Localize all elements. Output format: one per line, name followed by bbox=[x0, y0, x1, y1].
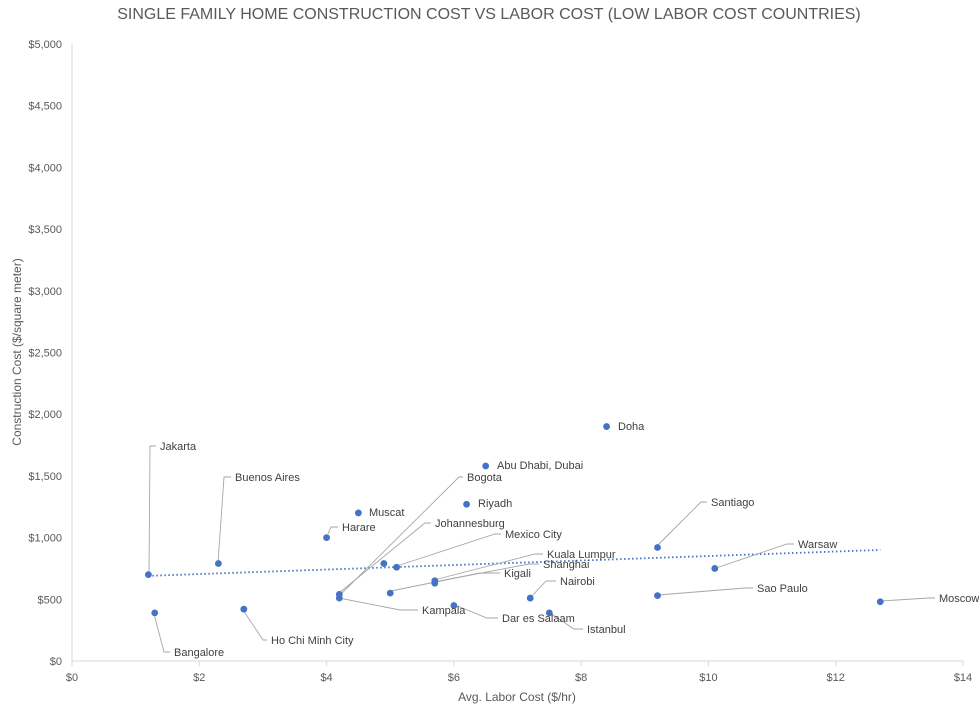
data-label: Riyadh bbox=[478, 498, 512, 510]
y-tick-label: $3,500 bbox=[28, 224, 62, 236]
y-tick-label: $4,000 bbox=[28, 162, 62, 174]
data-point bbox=[463, 500, 470, 508]
data-label: Bangalore bbox=[174, 647, 224, 659]
data-labels: Jakarta Bangalore Buenos Aires Ho Chi Minh … bbox=[160, 421, 979, 659]
leader-line bbox=[338, 597, 418, 611]
leader-line bbox=[715, 543, 794, 569]
data-label: Ho Chi Minh City bbox=[271, 635, 354, 647]
y-tick-label: $2,000 bbox=[28, 409, 62, 421]
x-tick-label: $0 bbox=[66, 672, 78, 684]
data-point bbox=[240, 605, 248, 613]
data-point bbox=[603, 423, 610, 430]
data-label: Nairobi bbox=[560, 576, 595, 588]
data-label: Moscow bbox=[939, 593, 979, 605]
leader-line bbox=[396, 533, 501, 567]
data-point bbox=[354, 509, 362, 517]
data-point bbox=[654, 592, 661, 599]
data-label: Dar es Salaam bbox=[502, 613, 575, 625]
chart-title: SINGLE FAMILY HOME CONSTRUCTION COST VS … bbox=[117, 6, 861, 23]
data-point bbox=[151, 609, 159, 617]
leader-line bbox=[549, 612, 583, 630]
data-point bbox=[711, 565, 719, 572]
x-tick-label: $12 bbox=[827, 672, 845, 684]
data-point bbox=[214, 560, 222, 567]
leader-line bbox=[327, 526, 338, 535]
y-tick-label: $0 bbox=[50, 656, 62, 668]
leader-line bbox=[338, 522, 431, 594]
data-label: Doha bbox=[618, 421, 645, 433]
data-point bbox=[545, 609, 553, 617]
x-axis-title: Avg. Labor Cost ($/hr) bbox=[458, 690, 576, 704]
data-label: Kuala Lumpur bbox=[547, 549, 616, 561]
leader-line bbox=[657, 587, 753, 596]
data-label: Sao Paulo bbox=[757, 583, 808, 595]
data-point bbox=[482, 462, 490, 470]
y-axis-ticks: $0 $500 $1,000 $1,500 $2,000 $2,500 $3,000 $3,5… bbox=[28, 39, 62, 668]
data-label: Jakarta bbox=[160, 441, 197, 453]
y-tick-label: $500 bbox=[38, 594, 62, 606]
y-tick-label: $1,000 bbox=[28, 533, 62, 545]
leader-line bbox=[153, 613, 170, 653]
axes bbox=[71, 44, 963, 662]
data-label: Mexico City bbox=[505, 529, 562, 541]
y-tick-label: $4,500 bbox=[28, 101, 62, 113]
data-label: Bogota bbox=[467, 472, 503, 484]
leader-line bbox=[338, 476, 463, 597]
data-point bbox=[526, 594, 534, 602]
y-axis-title: Construction Cost ($/square meter) bbox=[10, 258, 24, 445]
x-tick-label: $4 bbox=[320, 672, 332, 684]
data-point bbox=[386, 589, 394, 597]
leader-line bbox=[390, 572, 500, 592]
data-label: Kampala bbox=[422, 605, 466, 617]
x-tick-label: $14 bbox=[954, 672, 972, 684]
data-point bbox=[431, 579, 439, 587]
data-label: Kigali bbox=[504, 568, 531, 580]
y-tick-label: $2,500 bbox=[28, 348, 62, 360]
data-label: Buenos Aires bbox=[235, 472, 300, 484]
data-point bbox=[450, 602, 458, 609]
data-points bbox=[144, 423, 884, 617]
data-label: Shanghai bbox=[543, 559, 590, 571]
data-label: Istanbul bbox=[587, 624, 626, 636]
data-point bbox=[323, 534, 330, 541]
x-tick-label: $8 bbox=[575, 672, 587, 684]
data-point bbox=[335, 594, 343, 602]
data-point bbox=[654, 544, 661, 551]
data-label: Muscat bbox=[369, 507, 404, 519]
data-label: Warsaw bbox=[798, 539, 837, 551]
data-point bbox=[393, 563, 400, 571]
x-tick-label: $2 bbox=[193, 672, 205, 684]
y-tick-label: $1,500 bbox=[28, 471, 62, 483]
leader-line bbox=[433, 553, 543, 581]
x-axis-ticks: $0 $2 $4 $6 $8 $10 $12 $14 bbox=[66, 661, 972, 684]
leader-line bbox=[530, 580, 556, 598]
leader-line bbox=[880, 597, 935, 602]
y-tick-label: $3,000 bbox=[28, 286, 62, 298]
data-label: Abu Dhabi, Dubai bbox=[497, 460, 583, 472]
leader-line bbox=[148, 445, 156, 576]
leader-line bbox=[433, 563, 539, 583]
leader-line bbox=[217, 476, 231, 564]
data-label: Santiago bbox=[711, 497, 754, 509]
data-point bbox=[876, 598, 884, 606]
data-point bbox=[144, 571, 152, 579]
y-tick-label: $5,000 bbox=[28, 39, 62, 51]
data-label: Harare bbox=[342, 522, 376, 534]
leader-line bbox=[657, 501, 707, 546]
leader-line bbox=[242, 609, 267, 641]
data-label: Johannesburg bbox=[435, 518, 505, 530]
leader-line bbox=[454, 604, 498, 619]
x-tick-label: $6 bbox=[448, 672, 460, 684]
leader-lines bbox=[148, 445, 935, 653]
x-tick-label: $10 bbox=[699, 672, 717, 684]
data-point bbox=[380, 560, 388, 567]
